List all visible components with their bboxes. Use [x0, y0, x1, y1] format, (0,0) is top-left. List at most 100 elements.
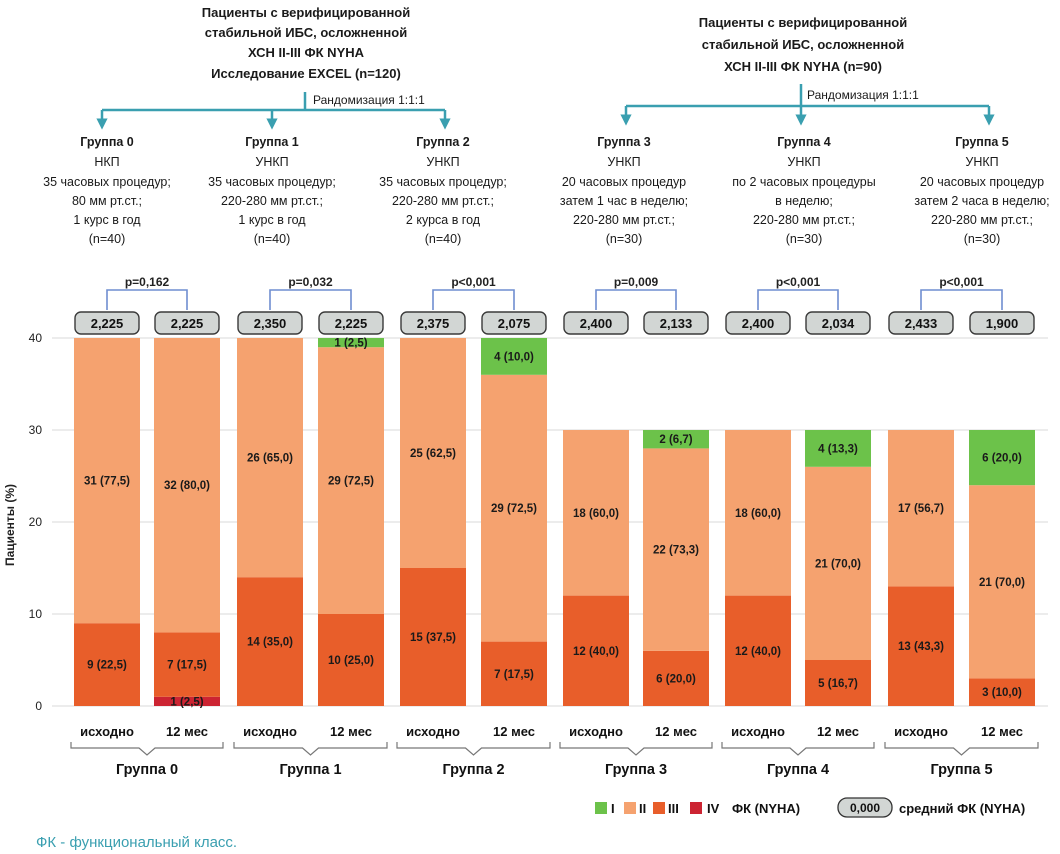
bar-segment-fc-i — [969, 430, 1035, 486]
group-description-2: Группа 2 УНКП 35 часовых процедур; 220-2… — [379, 135, 507, 246]
group-brace — [884, 742, 1039, 756]
group-brace — [559, 742, 713, 756]
bar-6: 12 (40,0) 18 (60,0) — [563, 430, 629, 706]
legend: I II III IV ФК (NYHA) 0,000 средний ФК (… — [595, 797, 1025, 818]
study-header-second: Пациенты с верифицированной стабильной И… — [699, 15, 919, 102]
y-tick-20: 20 — [29, 515, 43, 529]
group-5-title: Группа 5 — [955, 135, 1009, 149]
group-5-line-5: (n=30) — [964, 232, 1000, 246]
bar-time-label: исходно — [80, 724, 134, 739]
x-axis-labels: исходно 12 мес исходно 12 мес исходно 12 мес и… — [70, 724, 1039, 778]
bar-10: 13 (43,3) 17 (56,7) — [888, 430, 954, 706]
flow-arrows-1 — [96, 92, 451, 130]
segment-label: 10 (25,0) — [328, 655, 374, 667]
group-1-line-1: УНКП — [255, 155, 288, 169]
group-3-title: Группа 3 — [597, 135, 651, 149]
mean-fc-box — [643, 311, 709, 335]
mean-fc-value: 2,225 — [335, 316, 368, 331]
p-value-bracket — [920, 289, 1003, 310]
mean-fc-value: 2,225 — [171, 316, 204, 331]
group-brace — [396, 742, 551, 756]
bar-segment-fc-iii — [563, 595, 629, 706]
y-axis-ticks: 0 10 20 30 40 — [29, 331, 43, 713]
bar-segment-fc-ii — [969, 485, 1035, 679]
stacked-bars: 9 (22,5) 31 (77,5) 1 (2,5) 7 (17,5) 32 (80,0… — [74, 338, 1035, 708]
legend-label-fc-iv: IV — [707, 801, 720, 816]
mean-fc-value: 2,400 — [580, 316, 613, 331]
segment-label: 4 (10,0) — [494, 351, 534, 363]
legend-fc-label: ФК (NYHA) — [732, 801, 800, 816]
mean-fc-value: 2,375 — [417, 316, 450, 331]
p-value-bracket — [595, 289, 677, 310]
bar-segment-fc-ii — [318, 347, 384, 614]
bar-time-label: 12 мес — [493, 724, 535, 739]
group-2-line-5: (n=40) — [425, 232, 461, 246]
bar-segment-fc-iii — [888, 586, 954, 706]
group-description-4: Группа 4 УНКП по 2 часовых процедуры в н… — [732, 135, 875, 246]
bar-time-label: исходно — [731, 724, 785, 739]
bar-time-label: исходно — [406, 724, 460, 739]
bar-segment-fc-i — [318, 338, 384, 348]
header-2-line-2: стабильной ИБС, осложненной — [702, 37, 904, 52]
group-2-line-3: 220-280 мм рт.ст.; — [392, 194, 494, 208]
group-2-title: Группа 2 — [416, 135, 470, 149]
legend-mean-sample-text: 0,000 — [850, 801, 880, 815]
y-axis-label: Пациенты (%) — [3, 484, 17, 566]
footnote: ФК - функциональный класс. — [36, 834, 237, 851]
group-1-line-3: 220-280 мм рт.ст.; — [221, 194, 323, 208]
segment-label: 18 (60,0) — [573, 508, 619, 520]
legend-label-fc-i: I — [611, 801, 615, 816]
segment-label: 13 (43,3) — [898, 641, 944, 653]
mean-fc-value: 2,400 — [742, 316, 775, 331]
mean-fc-value: 2,433 — [905, 316, 938, 331]
bar-segment-fc-iii — [400, 568, 466, 706]
legend-swatch-fc-ii — [624, 802, 636, 814]
group-4-line-4: 220-280 мм рт.ст.; — [753, 213, 855, 227]
segment-label: 1 (2,5) — [170, 696, 203, 708]
group-4-line-1: УНКП — [787, 155, 820, 169]
legend-swatch-fc-i — [595, 802, 607, 814]
segment-label: 5 (16,7) — [818, 678, 858, 690]
p-value-bracket — [269, 289, 352, 310]
bar-time-label: 12 мес — [330, 724, 372, 739]
mean-fc-value: 1,900 — [986, 316, 1019, 331]
header-1-line-4: Исследование EXCEL (n=120) — [211, 66, 401, 81]
p-value-brackets: p=0,162 p=0,032 p<0,001 p=0,009 p<0,001 p<0,0… — [106, 275, 1003, 310]
segment-label: 25 (62,5) — [410, 448, 456, 460]
legend-mean-box-sample — [837, 797, 893, 818]
y-tick-10: 10 — [29, 607, 43, 621]
randomization-label-2: Рандомизация 1:1:1 — [807, 88, 919, 102]
bar-segment-fc-ii — [563, 430, 629, 596]
legend-mean-label: средний ФК (NYHA) — [899, 801, 1025, 816]
group-axis-label: Группа 0 — [116, 762, 178, 778]
bar-segment-fc-ii — [400, 338, 466, 568]
p-value-label: p=0,032 — [288, 275, 333, 289]
segment-label: 6 (20,0) — [656, 673, 696, 685]
segment-label: 14 (35,0) — [247, 637, 293, 649]
group-1-line-4: 1 курс в год — [238, 213, 306, 227]
bar-time-label: 12 мес — [655, 724, 697, 739]
mean-fc-box — [154, 311, 220, 335]
group-3-line-2: 20 часовых процедур — [562, 175, 686, 189]
group-axis-label: Группа 5 — [930, 762, 992, 778]
bar-segment-fc-iii — [318, 614, 384, 706]
group-0-line-5: (n=40) — [89, 232, 125, 246]
group-brace — [233, 742, 388, 756]
y-tick-30: 30 — [29, 423, 43, 437]
group-0-line-1: НКП — [94, 155, 119, 169]
bar-segment-fc-ii — [805, 466, 871, 660]
p-value-label: p<0,001 — [776, 275, 821, 289]
bar-segment-fc-ii — [481, 374, 547, 642]
mean-fc-box — [74, 311, 140, 335]
group-2-line-1: УНКП — [426, 155, 459, 169]
bar-time-label: исходно — [569, 724, 623, 739]
segment-label: 31 (77,5) — [84, 476, 130, 488]
bar-1: 1 (2,5) 7 (17,5) 32 (80,0) — [154, 338, 220, 708]
mean-fc-box — [969, 311, 1035, 335]
segment-label: 32 (80,0) — [164, 480, 210, 492]
mean-fc-value: 2,034 — [822, 316, 855, 331]
segment-label: 12 (40,0) — [573, 646, 619, 658]
study-header-excel: Пациенты с верифицированной стабильной И… — [202, 5, 425, 107]
legend-label-fc-ii: II — [639, 801, 646, 816]
